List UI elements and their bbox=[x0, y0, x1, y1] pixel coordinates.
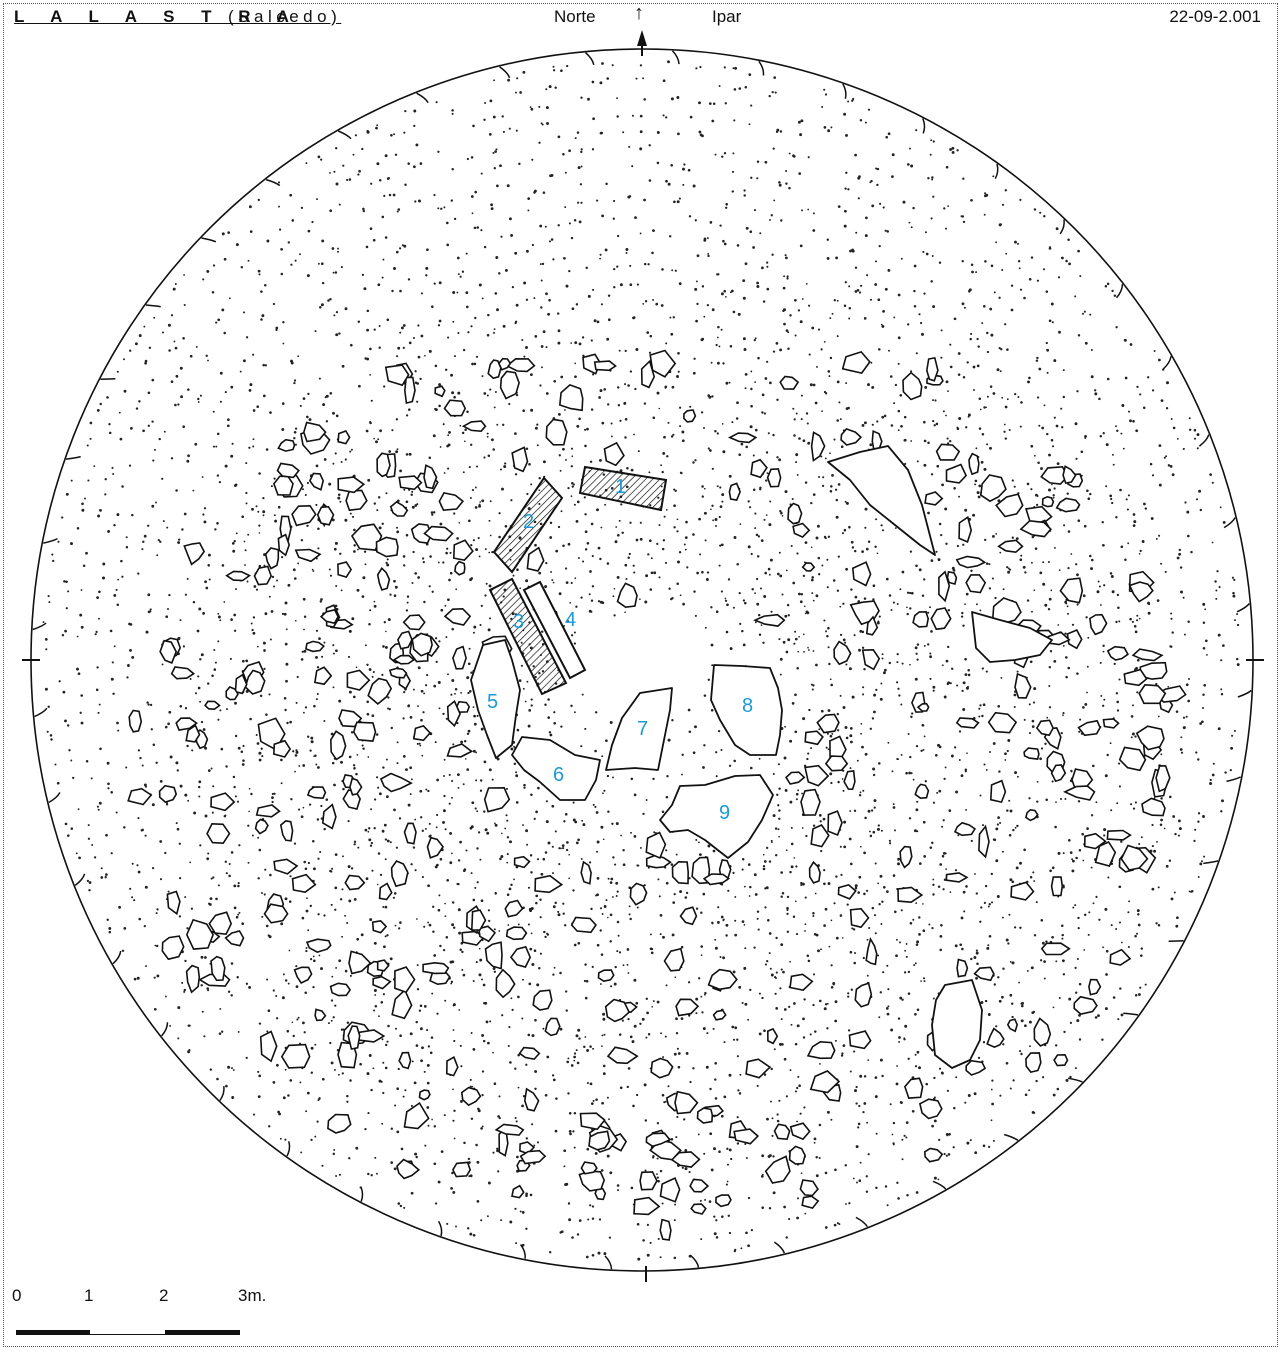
stone-label-8: 8 bbox=[742, 695, 754, 717]
scale-bar bbox=[16, 1330, 240, 1335]
gravel-dots-outer bbox=[42, 60, 1240, 1261]
pebble-outlines bbox=[127, 349, 1187, 1241]
outer-ring bbox=[30, 48, 1254, 1272]
stone-label-5: 5 bbox=[487, 691, 499, 713]
stone-label-3: 3 bbox=[513, 611, 525, 633]
scale-tick-1: 1 bbox=[84, 1286, 94, 1305]
north-arrow-icon: ↑ bbox=[634, 2, 644, 24]
slab-3 bbox=[488, 577, 568, 696]
stone-6 bbox=[511, 736, 601, 801]
stone-9 bbox=[659, 774, 774, 859]
stone-7 bbox=[605, 687, 673, 771]
scale-tick-0: 0 bbox=[12, 1286, 22, 1305]
scale-segment-1 bbox=[16, 1330, 90, 1335]
scale-tick-3: 3m. bbox=[238, 1286, 267, 1305]
drawing-frame bbox=[3, 3, 1278, 1347]
date-label: 22-09-2.001 bbox=[1169, 7, 1261, 26]
slab-1 bbox=[578, 465, 668, 512]
stone-label-6: 6 bbox=[553, 764, 565, 786]
site-title: L A L A S T R A bbox=[14, 7, 300, 26]
ipar-label: Ipar bbox=[712, 7, 742, 26]
stone-label-7: 7 bbox=[637, 718, 649, 740]
site-subtitle: (Salcedo) bbox=[228, 7, 342, 26]
stone-label-4: 4 bbox=[565, 609, 577, 631]
stone-label-1: 1 bbox=[615, 476, 627, 498]
stone-se-large bbox=[931, 979, 983, 1069]
ring-ticks bbox=[32, 50, 1252, 1270]
scale-tick-2: 2 bbox=[159, 1286, 169, 1305]
stone-label-2: 2 bbox=[523, 511, 535, 533]
scale-segment-2 bbox=[90, 1334, 165, 1335]
north-label: Norte bbox=[554, 7, 596, 26]
slab-2 bbox=[492, 476, 564, 574]
stone-e-large bbox=[971, 611, 1053, 663]
gravel-dots-inner bbox=[183, 246, 1186, 1189]
stone-ne-large bbox=[827, 445, 936, 556]
slab-4 bbox=[522, 580, 587, 680]
north-marker-icon bbox=[637, 30, 647, 46]
scale-segment-3 bbox=[165, 1330, 240, 1335]
stone-8 bbox=[710, 664, 783, 756]
stone-5 bbox=[470, 639, 521, 759]
stone-label-9: 9 bbox=[719, 802, 731, 824]
